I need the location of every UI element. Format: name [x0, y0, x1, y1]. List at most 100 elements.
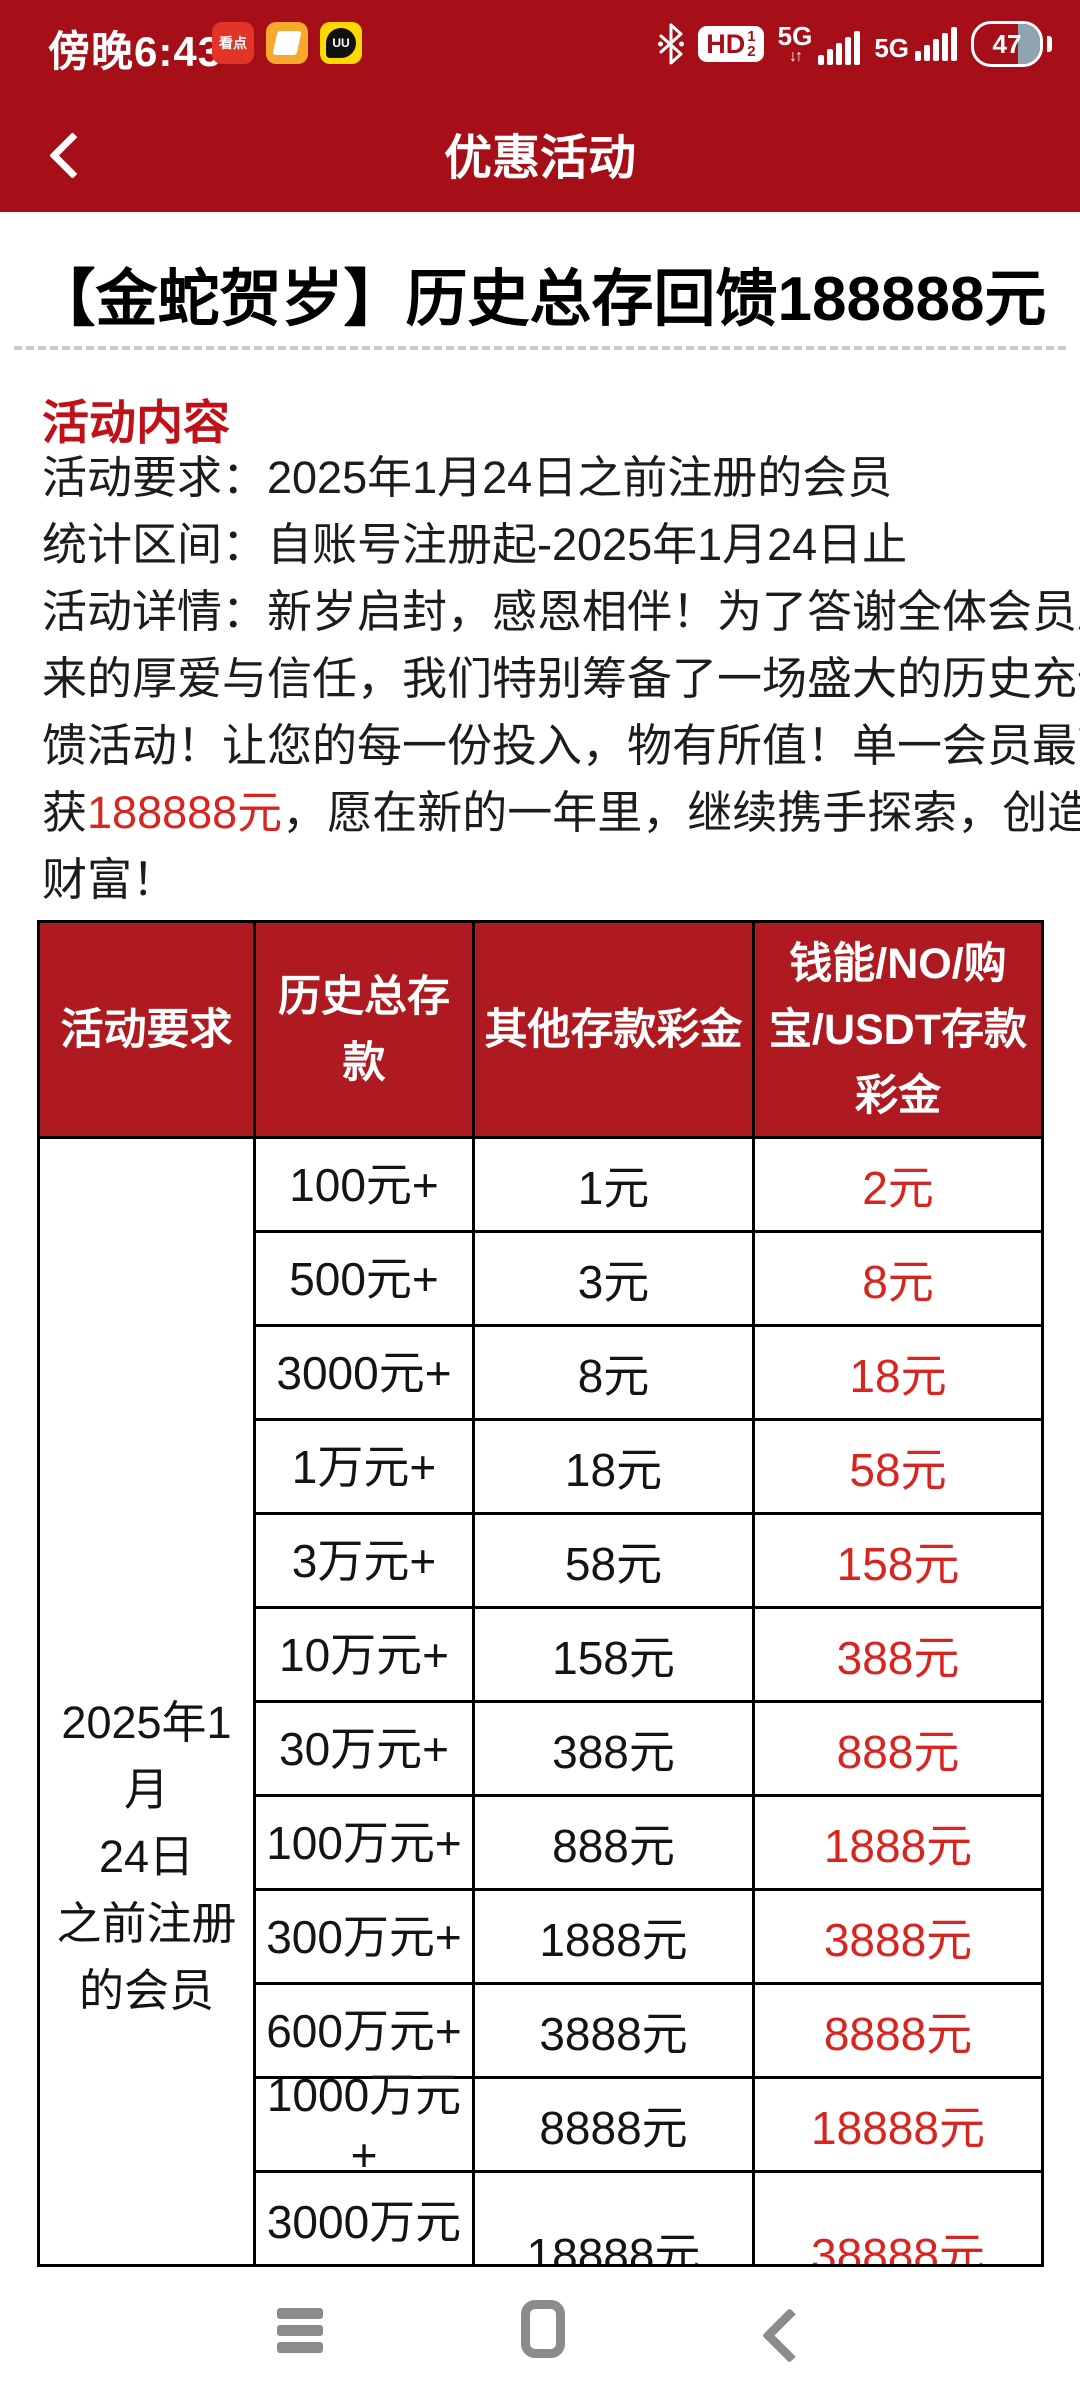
paragraph-text: ，愿在新的一年里，继续携手探索，创造更多	[282, 787, 1080, 838]
paragraph-text: 来的厚爱与信任，我们特别筹备了一场盛大的历史充值回	[42, 653, 1080, 704]
paragraph-text: 活动要求：2025年1月24日之前注册的会员	[42, 452, 893, 503]
table-row-special-bonus-cell: 18888元	[755, 2079, 1041, 2173]
paragraph-line: 活动要求：2025年1月24日之前注册的会员	[42, 444, 1042, 511]
table-row-other-bonus-cell: 8元	[475, 1327, 755, 1421]
app-bar: 优惠活动	[0, 90, 1080, 212]
deposit-line: 3000万元	[266, 2195, 462, 2248]
battery-percent: 47	[992, 28, 1022, 59]
header-line: 历史总存	[278, 972, 450, 1021]
table-header-cell: 其他存款彩金	[475, 923, 755, 1139]
table-row-other-bonus-cell: 158元	[475, 1609, 755, 1703]
table-row-deposit-cell: 100万元+	[256, 1797, 475, 1891]
requirement-line: 的会员	[78, 1964, 214, 2016]
table-row-deposit-cell: 1万元+	[256, 1421, 475, 1515]
table-row-deposit-cell: 100元+	[256, 1139, 475, 1233]
table-row-deposit-cell: 600万元+	[256, 1985, 475, 2079]
table-row-other-bonus-cell: 3元	[475, 1233, 755, 1327]
header-line: 活动要求	[60, 1005, 233, 1054]
nav-back-button[interactable]	[761, 2307, 818, 2364]
table-row-special-bonus-cell: 58元	[755, 1421, 1041, 1515]
table-merged-requirement-cell: 2025年1月 24日 之前注册 的会员	[40, 1139, 256, 2264]
table-row-special-bonus-cell: 18元	[755, 1327, 1041, 1421]
table-row-deposit-cell: 30万元+	[256, 1703, 475, 1797]
bluetooth-icon	[658, 23, 685, 65]
activity-details: 活动要求：2025年1月24日之前注册的会员 统计区间：自账号注册起-2025年1…	[42, 444, 1080, 913]
highlight-amount: 188888元	[87, 787, 283, 838]
deposit-line: 1000万元+	[266, 2068, 462, 2181]
deposit-line: 10万元+	[278, 1628, 450, 1681]
table-row-other-bonus-cell: 1元	[475, 1139, 755, 1233]
table-row-other-bonus-cell: 388元	[475, 1703, 755, 1797]
volte-hd-icon: HD 1 2	[698, 26, 764, 62]
deposit-line: 300万元+	[266, 1910, 462, 1963]
paragraph-line: 统计区间：自账号注册起-2025年1月24日止	[42, 511, 1042, 578]
section-heading: 活动内容	[42, 396, 230, 449]
paragraph-line: 活动详情：新岁启封，感恩相伴！为了答谢全体会员历年	[42, 578, 1080, 645]
notification-app-icons: 看点 UU	[212, 22, 362, 64]
deposit-line: +	[351, 2252, 378, 2265]
deposit-line: 3万元+	[291, 1534, 437, 1587]
data-activity-arrows: ↓↑	[788, 48, 803, 65]
table-row-special-bonus-cell: 38888元	[755, 2173, 1041, 2264]
paragraph-line: 财富！	[42, 846, 1042, 913]
header-line: 彩金	[855, 1071, 941, 1120]
deposit-line: 1万元+	[291, 1440, 437, 1493]
paragraph-line: 来的厚爱与信任，我们特别筹备了一场盛大的历史充值回	[42, 645, 1080, 712]
table-header-cell: 钱能/NO/购 宝/USDT存款 彩金	[755, 923, 1041, 1139]
table-row-deposit-cell: 3000元+	[256, 1327, 475, 1421]
home-button[interactable]	[521, 2300, 565, 2358]
system-nav-bar	[0, 2290, 1080, 2380]
deposit-line: 100万元+	[266, 1816, 462, 1869]
uu-app-icon: UU	[320, 22, 362, 64]
header-line: 款	[342, 1038, 386, 1087]
table-row-deposit-cell: 3000万元 +	[256, 2173, 475, 2265]
table-row-other-bonus-cell: 1888元	[475, 1891, 755, 1985]
table-row-deposit-cell: 3万元+	[256, 1515, 475, 1609]
table-header-cell: 活动要求	[40, 923, 256, 1139]
table-row-special-bonus-cell: 388元	[755, 1609, 1041, 1703]
table-row-other-bonus-cell: 3888元	[475, 1985, 755, 2079]
status-icons-right: HD 1 2 5G ↓↑ 5G	[658, 20, 1052, 68]
kandian-app-icon: 看点	[212, 22, 254, 64]
dashed-divider	[14, 346, 1066, 350]
table-header-cell: 历史总存款	[256, 923, 475, 1139]
promo-title: 【金蛇贺岁】历史总存回馈188888元	[33, 265, 1047, 334]
paragraph-text: 馈活动！让您的每一份投入，物有所值！单一会员最高可	[42, 720, 1080, 771]
deposit-line: 500元+	[289, 1252, 439, 1305]
table-row-special-bonus-cell: 158元	[755, 1515, 1041, 1609]
memo-app-icon	[266, 22, 308, 64]
battery-nub	[1047, 36, 1052, 52]
table-row-special-bonus-cell: 8元	[755, 1233, 1041, 1327]
deposit-line: 100元+	[289, 1158, 439, 1211]
table-row-deposit-cell: 500元+	[256, 1233, 475, 1327]
status-bar: 傍晚6:43 看点 UU HD 1 2	[0, 8, 1080, 78]
recents-menu-button[interactable]	[277, 2308, 323, 2359]
paragraph-text: 统计区间：自账号注册起-2025年1月24日止	[42, 519, 908, 570]
table-row-special-bonus-cell: 3888元	[755, 1891, 1041, 1985]
signal-sim2: 5G	[874, 27, 957, 61]
deposit-line: 30万元+	[278, 1722, 450, 1775]
table-row-special-bonus-cell: 8888元	[755, 1985, 1041, 2079]
table-row-deposit-cell: 10万元+	[256, 1609, 475, 1703]
requirement-line: 2025年1月	[61, 1696, 232, 1815]
table-row-other-bonus-cell: 18888元	[475, 2173, 755, 2264]
requirement-line: 24日	[98, 1830, 195, 1882]
signal-bars-icon	[915, 27, 957, 61]
battery-icon: 47	[971, 21, 1043, 67]
paragraph-line: 获188888元，愿在新的一年里，继续携手探索，创造更多	[42, 779, 1080, 846]
reward-table: 活动要求 历史总存款其他存款彩金 钱能/NO/购 宝/USDT存款 彩金 2025年1月 2…	[37, 920, 1044, 2267]
paragraph-text: 活动详情：新岁启封，感恩相伴！为了答谢全体会员历年	[42, 586, 1080, 637]
table-row-other-bonus-cell: 58元	[475, 1515, 755, 1609]
table-row-special-bonus-cell: 2元	[755, 1139, 1041, 1233]
paragraph-text: 财富！	[42, 854, 178, 905]
top-red-band: 傍晚6:43 看点 UU HD 1 2	[0, 0, 1080, 212]
signal-bars-icon	[818, 31, 861, 65]
status-time: 傍晚6:43	[48, 28, 223, 75]
signal-sim1: 5G ↓↑	[778, 23, 861, 65]
paragraph-line: 馈活动！让您的每一份投入，物有所值！单一会员最高可	[42, 712, 1080, 779]
header-line: 其他存款彩金	[484, 1005, 743, 1054]
header-line: 钱能/NO/购	[789, 939, 1007, 988]
table-row-other-bonus-cell: 888元	[475, 1797, 755, 1891]
deposit-line: 600万元+	[266, 2004, 462, 2057]
